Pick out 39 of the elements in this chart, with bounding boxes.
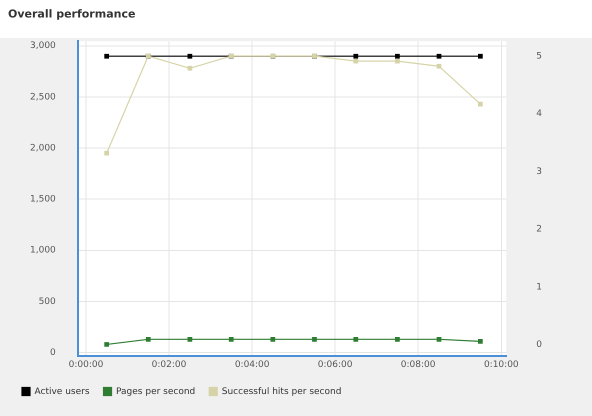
y2-tick-label: 5 [536, 52, 542, 62]
point [478, 102, 483, 106]
point [436, 64, 442, 69]
point [146, 336, 151, 342]
y2-tick-label: 4 [536, 109, 542, 120]
y2-tick-label: 3 [536, 166, 542, 177]
point [270, 336, 276, 342]
x-tick-label: 0:08:00 [400, 360, 436, 370]
x-tick-label: 0:06:00 [318, 360, 353, 370]
point [228, 336, 234, 342]
legend-label: Active users [34, 386, 90, 397]
legend-label: Pages per second [116, 386, 196, 397]
x-tick-label: 0:10:00 [484, 360, 519, 370]
point [353, 336, 358, 342]
y-tick-label: 1,000 [30, 246, 56, 256]
point [478, 339, 483, 344]
point [188, 336, 192, 342]
point [104, 150, 110, 156]
y2-tick-label: 1 [536, 282, 542, 292]
y2-tick-label: 0 [536, 340, 542, 350]
point [353, 58, 358, 64]
point [312, 336, 317, 342]
y-tick-label: 2,000 [30, 143, 56, 154]
point [188, 66, 192, 71]
y-tick-label: 2,500 [30, 92, 56, 102]
legend-label: Successful hits per second [222, 386, 342, 397]
x-tick-label: 0:04:00 [234, 360, 270, 370]
y-tick-label: 3,000 [30, 41, 56, 52]
x-tick-label: 0:00:00 [68, 360, 104, 370]
point [104, 342, 110, 347]
y-tick-label: 1,500 [30, 194, 56, 205]
point [436, 336, 442, 342]
y-tick-label: 500 [38, 296, 56, 307]
y2-tick-label: 2 [536, 224, 542, 235]
chart-title: Overall performance [8, 7, 136, 20]
point [395, 336, 400, 342]
x-tick-label: 0:02:00 [152, 360, 187, 370]
point [395, 58, 400, 64]
y-tick-label: 0 [50, 348, 56, 358]
